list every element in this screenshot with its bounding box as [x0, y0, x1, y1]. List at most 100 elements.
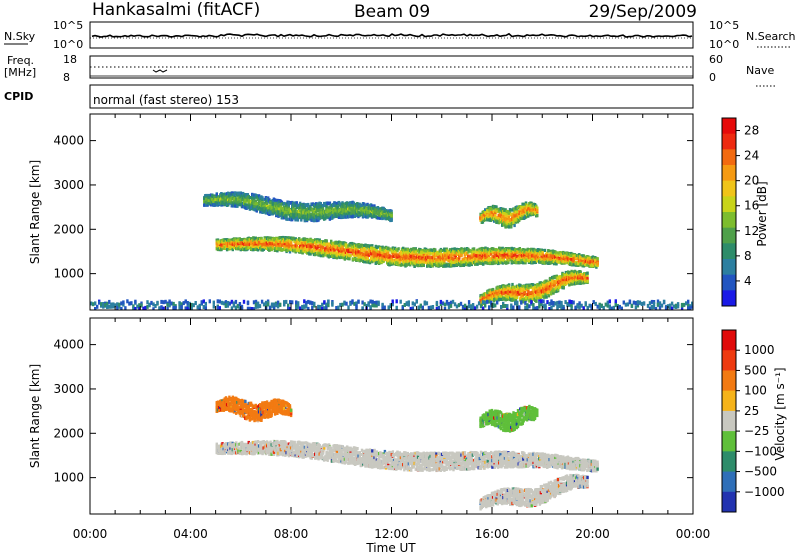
echo-cell	[504, 290, 507, 294]
echo-cell	[309, 246, 312, 251]
echo-cell	[246, 193, 249, 197]
echo-cell	[217, 202, 221, 206]
echo-cell	[534, 285, 537, 289]
echo-cell	[515, 209, 519, 213]
nsky-bottom-tick: 10^0	[53, 38, 83, 51]
echo-cell	[249, 246, 253, 250]
echo-cell	[381, 258, 384, 263]
echo-cell	[504, 214, 507, 218]
freq-unit: [MHz]	[4, 66, 36, 79]
nsearch-label: N.Search	[746, 30, 796, 43]
echo-cell	[428, 255, 431, 259]
echo-cell	[504, 208, 507, 212]
echo-cell	[241, 191, 245, 196]
echo-cell	[438, 264, 441, 268]
echo-cell	[330, 239, 333, 243]
echo-cell	[515, 295, 519, 299]
echo-cell	[506, 218, 509, 222]
echo-cell	[413, 249, 416, 253]
echo-cell	[384, 249, 388, 253]
echo-cell	[529, 295, 532, 299]
echo-cell	[491, 287, 495, 292]
echo-cell	[227, 203, 230, 207]
echo-cell	[429, 261, 432, 265]
echo-cell	[458, 254, 461, 258]
echo-cell	[382, 246, 385, 250]
echo-cell	[363, 260, 366, 264]
echo-cell	[247, 198, 250, 202]
echo-cell	[531, 283, 535, 287]
echo-cell	[249, 240, 253, 245]
echo-cell	[495, 253, 499, 257]
echo-cell	[458, 258, 461, 262]
echo-cell	[437, 256, 440, 260]
echo-cell	[368, 261, 372, 265]
nave-bottom-tick: 0	[709, 71, 716, 84]
echo-cell	[530, 248, 533, 252]
echo-cell	[424, 258, 428, 262]
echo-cell	[367, 253, 371, 257]
echo-cell	[272, 243, 276, 247]
echo-cell	[523, 291, 527, 295]
echo-cell	[387, 247, 390, 251]
echo-cell	[248, 196, 252, 200]
echo-cell	[437, 262, 440, 266]
echo-cell	[283, 201, 286, 206]
echo-cell	[254, 200, 257, 204]
echo-cell	[541, 250, 544, 255]
echo-cell	[483, 257, 486, 261]
echo-cell	[273, 198, 277, 202]
echo-cell	[286, 238, 289, 242]
echo-cell	[568, 283, 571, 287]
echo-cell	[309, 252, 312, 256]
echo-cell	[514, 251, 517, 255]
echo-cell	[418, 252, 421, 257]
echo-cell	[522, 202, 525, 206]
echo-cell	[518, 218, 521, 222]
echo-cell	[446, 249, 449, 253]
echo-cell	[257, 245, 261, 249]
echo-cell	[379, 247, 382, 251]
echo-cell	[471, 255, 475, 259]
echo-cell	[241, 247, 245, 251]
echo-cell	[524, 248, 527, 252]
echo-cell	[547, 249, 550, 253]
echo-cell	[390, 256, 393, 260]
echo-cell	[536, 208, 539, 213]
echo-cell	[265, 241, 269, 245]
echo-cell	[402, 246, 405, 250]
echo-cell	[502, 215, 505, 219]
echo-cell	[381, 253, 384, 257]
echo-cell	[547, 290, 551, 294]
echo-cell	[421, 250, 424, 254]
echo-cell	[209, 193, 213, 197]
echo-cell	[269, 201, 272, 205]
echo-cell	[397, 253, 400, 257]
echo-cell	[357, 253, 360, 257]
echo-cell	[495, 297, 498, 301]
echo-cell	[270, 204, 273, 208]
echo-cell	[209, 203, 213, 207]
echo-cell	[351, 257, 355, 261]
echo-cell	[209, 196, 213, 200]
echo-cell	[472, 247, 476, 251]
echo-cell	[381, 247, 384, 251]
echo-cell	[302, 244, 305, 248]
echo-cell	[397, 258, 400, 262]
echo-cell	[325, 239, 328, 243]
echo-cell	[460, 253, 463, 257]
echo-cell	[536, 211, 539, 215]
echo-cell	[534, 283, 537, 287]
echo-cell	[404, 247, 407, 251]
echo-cell	[381, 245, 384, 249]
echo-cell	[372, 248, 375, 252]
echo-cell	[270, 206, 273, 211]
echo-cell	[265, 236, 269, 240]
cpid-text: normal (fast stereo) 153	[93, 93, 239, 107]
echo-cell	[334, 247, 337, 251]
echo-cell	[567, 256, 571, 261]
echo-cell	[301, 251, 304, 255]
echo-cell	[448, 248, 452, 252]
echo-cell	[437, 258, 440, 262]
